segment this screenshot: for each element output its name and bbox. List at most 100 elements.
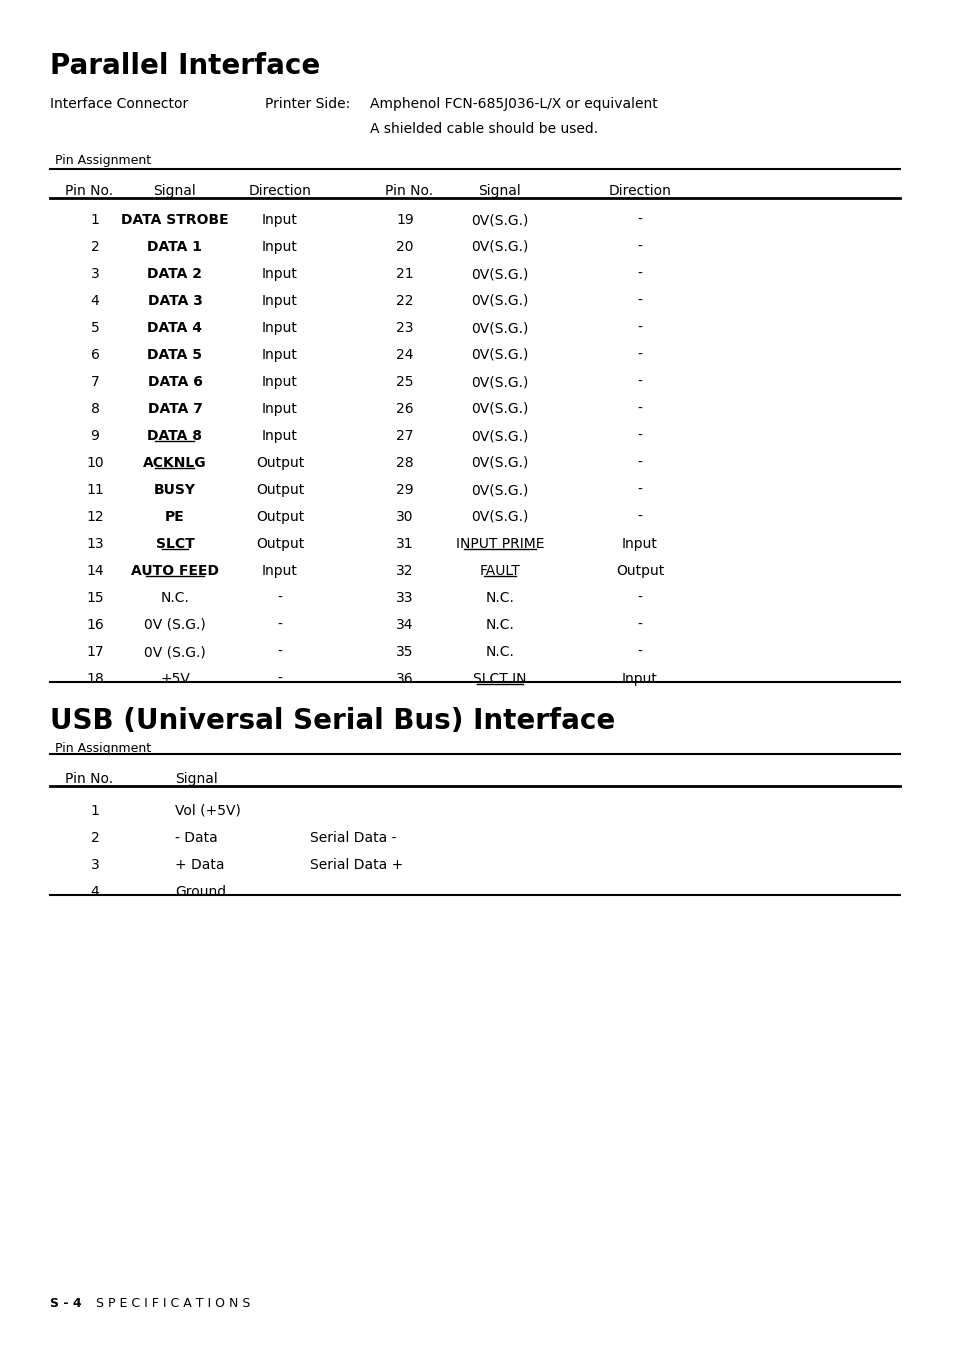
Text: Printer Side:: Printer Side: (265, 97, 350, 111)
Text: N.C.: N.C. (485, 645, 514, 658)
Text: -: - (637, 618, 641, 631)
Text: 0V(S.G.): 0V(S.G.) (471, 347, 528, 362)
Text: 29: 29 (395, 483, 414, 498)
Text: 36: 36 (395, 672, 414, 685)
Text: 0V(S.G.): 0V(S.G.) (471, 241, 528, 254)
Text: 35: 35 (395, 645, 414, 658)
Text: Input: Input (262, 320, 297, 335)
Text: Ground: Ground (174, 886, 226, 899)
Text: Output: Output (255, 537, 304, 552)
Text: 21: 21 (395, 266, 414, 281)
Text: Output: Output (255, 483, 304, 498)
Text: 0V(S.G.): 0V(S.G.) (471, 456, 528, 470)
Text: -: - (637, 456, 641, 470)
Text: 18: 18 (86, 672, 104, 685)
Text: 0V(S.G.): 0V(S.G.) (471, 320, 528, 335)
Text: PE: PE (165, 510, 185, 525)
Text: -: - (637, 591, 641, 604)
Text: 22: 22 (395, 293, 414, 308)
Text: SLCT IN: SLCT IN (473, 672, 526, 685)
Text: DATA 7: DATA 7 (148, 402, 202, 416)
Text: -: - (637, 483, 641, 498)
Text: N.C.: N.C. (160, 591, 190, 604)
Text: 34: 34 (395, 618, 414, 631)
Text: -: - (637, 293, 641, 308)
Text: Serial Data +: Serial Data + (310, 859, 403, 872)
Text: Input: Input (262, 429, 297, 443)
Text: 5: 5 (91, 320, 99, 335)
Text: 26: 26 (395, 402, 414, 416)
Text: 2: 2 (91, 241, 99, 254)
Text: 31: 31 (395, 537, 414, 552)
Text: DATA STROBE: DATA STROBE (121, 214, 229, 227)
Text: DATA 3: DATA 3 (148, 293, 202, 308)
Text: 20: 20 (395, 241, 414, 254)
Text: 0V(S.G.): 0V(S.G.) (471, 483, 528, 498)
Text: Direction: Direction (608, 184, 671, 197)
Text: Signal: Signal (174, 772, 217, 786)
Text: Serial Data -: Serial Data - (310, 831, 396, 845)
Text: 33: 33 (395, 591, 414, 604)
Text: Output: Output (616, 564, 663, 579)
Text: 11: 11 (86, 483, 104, 498)
Text: 28: 28 (395, 456, 414, 470)
Text: -: - (637, 645, 641, 658)
Text: Input: Input (262, 375, 297, 389)
Text: 25: 25 (395, 375, 414, 389)
Text: 8: 8 (91, 402, 99, 416)
Text: 13: 13 (86, 537, 104, 552)
Text: 27: 27 (395, 429, 414, 443)
Text: Output: Output (255, 510, 304, 525)
Text: Signal: Signal (478, 184, 521, 197)
Text: Vol (+5V): Vol (+5V) (174, 804, 240, 818)
Text: 0V(S.G.): 0V(S.G.) (471, 510, 528, 525)
Text: -: - (637, 214, 641, 227)
Text: -: - (637, 320, 641, 335)
Text: 0V(S.G.): 0V(S.G.) (471, 429, 528, 443)
Text: N.C.: N.C. (485, 618, 514, 631)
Text: 4: 4 (91, 293, 99, 308)
Text: DATA 4: DATA 4 (148, 320, 202, 335)
Text: 4: 4 (91, 886, 99, 899)
Text: DATA 1: DATA 1 (148, 241, 202, 254)
Text: 3: 3 (91, 266, 99, 281)
Text: 19: 19 (395, 214, 414, 227)
Text: Pin No.: Pin No. (65, 772, 113, 786)
Text: Input: Input (262, 266, 297, 281)
Text: -: - (277, 591, 282, 604)
Text: INPUT PRIME: INPUT PRIME (456, 537, 543, 552)
Text: Input: Input (621, 537, 658, 552)
Text: 32: 32 (395, 564, 414, 579)
Text: USB (Universal Serial Bus) Interface: USB (Universal Serial Bus) Interface (50, 707, 615, 735)
Text: DATA 8: DATA 8 (148, 429, 202, 443)
Text: Pin Assignment: Pin Assignment (55, 742, 151, 754)
Text: Interface Connector: Interface Connector (50, 97, 188, 111)
Text: Parallel Interface: Parallel Interface (50, 51, 320, 80)
Text: Input: Input (262, 214, 297, 227)
Text: 6: 6 (91, 347, 99, 362)
Text: AUTO FEED: AUTO FEED (131, 564, 219, 579)
Text: 24: 24 (395, 347, 414, 362)
Text: Pin No.: Pin No. (65, 184, 113, 197)
Text: -: - (277, 645, 282, 658)
Text: Signal: Signal (153, 184, 196, 197)
Text: 1: 1 (91, 804, 99, 818)
Text: FAULT: FAULT (479, 564, 519, 579)
Text: Input: Input (262, 564, 297, 579)
Text: 12: 12 (86, 510, 104, 525)
Text: 30: 30 (395, 510, 414, 525)
Text: ACKNLG: ACKNLG (143, 456, 207, 470)
Text: 10: 10 (86, 456, 104, 470)
Text: -: - (637, 402, 641, 416)
Text: Input: Input (262, 293, 297, 308)
Text: 14: 14 (86, 564, 104, 579)
Text: 2: 2 (91, 831, 99, 845)
Text: Pin No.: Pin No. (385, 184, 433, 197)
Text: N.C.: N.C. (485, 591, 514, 604)
Text: Pin Assignment: Pin Assignment (55, 154, 151, 168)
Text: Output: Output (255, 456, 304, 470)
Text: -: - (637, 429, 641, 443)
Text: - Data: - Data (174, 831, 217, 845)
Text: Direction: Direction (249, 184, 311, 197)
Text: 17: 17 (86, 645, 104, 658)
